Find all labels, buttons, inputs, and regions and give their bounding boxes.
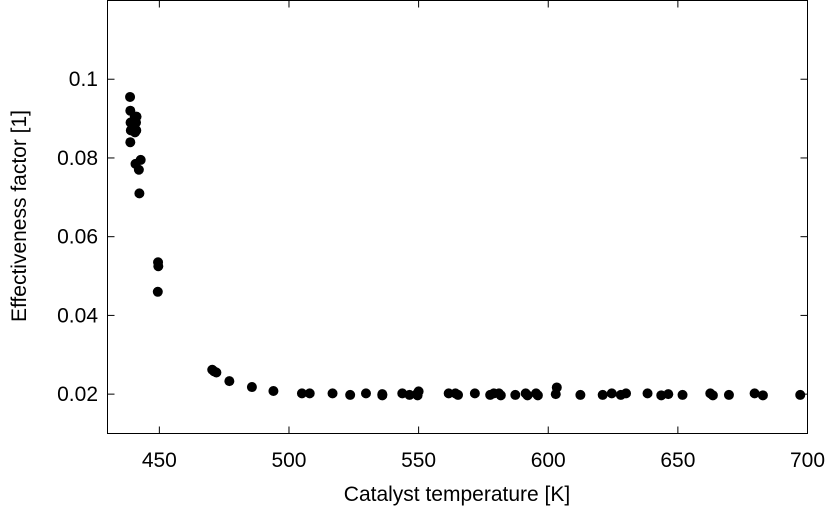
data-point — [412, 390, 423, 401]
data-point — [469, 388, 480, 399]
data-point — [327, 388, 338, 399]
data-point — [268, 385, 279, 396]
data-point — [606, 388, 617, 399]
x-tick-label: 550 — [401, 449, 436, 472]
plot-area — [107, 0, 808, 434]
data-point — [707, 390, 718, 401]
data-point — [377, 390, 388, 401]
data-points — [125, 91, 806, 401]
data-point — [575, 389, 586, 400]
data-point — [360, 388, 371, 399]
data-point — [522, 390, 533, 401]
data-point — [131, 125, 142, 136]
data-point — [211, 367, 222, 378]
data-point — [304, 388, 315, 399]
x-tick-label: 500 — [271, 449, 306, 472]
data-point — [404, 389, 415, 400]
x-tick-label: 650 — [660, 449, 695, 472]
data-point — [296, 388, 307, 399]
data-point — [677, 389, 688, 400]
data-point — [125, 137, 136, 148]
data-point — [532, 390, 543, 401]
data-point — [135, 154, 146, 165]
y-tick-label: 0.04 — [57, 304, 98, 327]
data-point — [134, 188, 145, 199]
data-point — [597, 389, 608, 400]
data-point — [495, 390, 506, 401]
data-point — [133, 164, 144, 175]
data-point — [757, 390, 768, 401]
x-tick-label: 600 — [531, 449, 566, 472]
data-point — [153, 261, 164, 272]
data-point — [224, 376, 235, 387]
y-tick-label: 0.1 — [69, 68, 98, 91]
data-point — [345, 389, 356, 400]
x-axis-label: Catalyst temperature [K] — [344, 483, 570, 506]
data-point — [663, 389, 674, 400]
x-tick-label: 700 — [790, 449, 825, 472]
data-point — [453, 389, 464, 400]
data-point — [152, 286, 163, 297]
data-point — [621, 388, 632, 399]
y-tick-label: 0.08 — [57, 147, 98, 170]
y-axis-label: Effectiveness factor [1] — [8, 110, 31, 322]
x-tick-label: 450 — [142, 449, 177, 472]
data-point — [131, 117, 142, 128]
y-tick-label: 0.06 — [57, 226, 98, 249]
data-point — [125, 91, 136, 102]
data-point — [795, 389, 806, 400]
data-point — [246, 382, 257, 393]
data-point — [749, 388, 760, 399]
data-point — [510, 389, 521, 400]
data-point — [723, 389, 734, 400]
y-tick-label: 0.02 — [57, 383, 98, 406]
data-point — [551, 382, 562, 393]
axis-ticks: 450 500 550 600 650 700 0.02 0.04 0.06 0.08 0.1 — [57, 0, 825, 472]
data-point — [642, 388, 653, 399]
